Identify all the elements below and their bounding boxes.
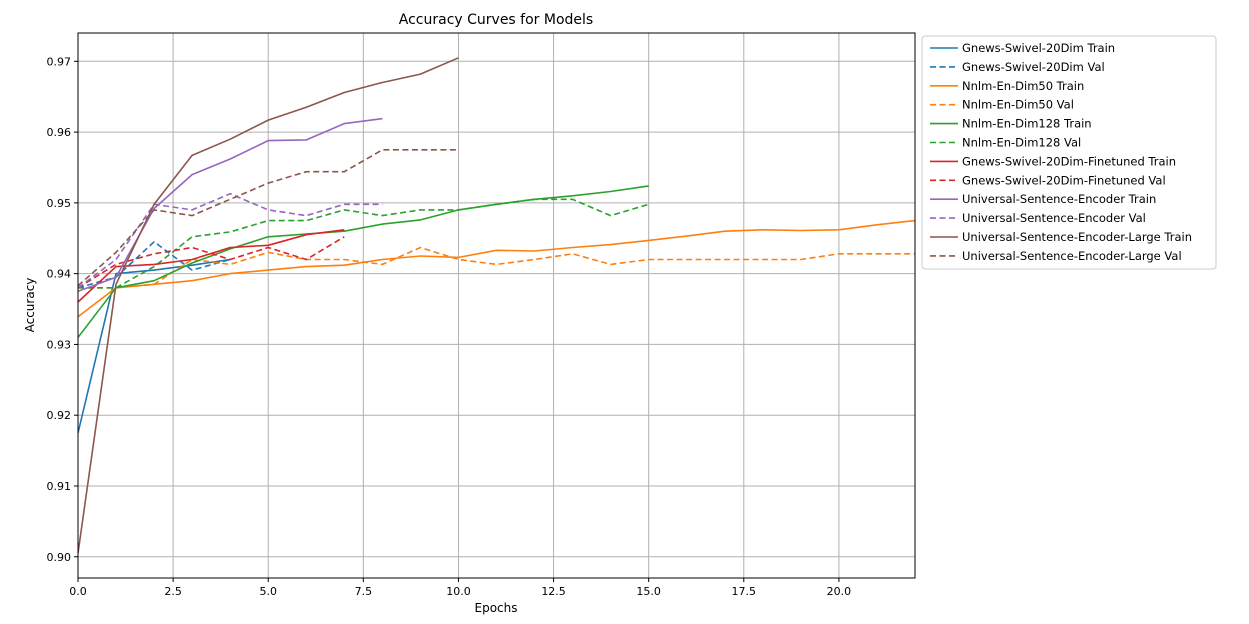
chart-title: Accuracy Curves for Models	[399, 12, 593, 28]
x-tick-label: 12.5	[541, 585, 566, 598]
legend-frame	[921, 35, 1217, 270]
y-tick-label: 0.92	[47, 409, 72, 422]
legend-label: Gnews-Swivel-20Dim-Finetuned Train	[962, 154, 1176, 168]
series-line-universal-sentence-encoder-train	[78, 117, 383, 293]
x-tick-label: 15.0	[636, 585, 661, 598]
y-axis-label: Accuracy	[23, 278, 37, 333]
y-tick-label: 0.96	[47, 126, 72, 139]
legend-label: Universal-Sentence-Encoder Train	[962, 192, 1156, 206]
legend: Gnews-Swivel-20Dim Train Gnews-Swivel-20D…	[921, 35, 1217, 270]
series-line-gnews-swivel-20dim-train	[78, 258, 231, 434]
x-tick-label: 10.0	[446, 585, 471, 598]
legend-label: Gnews-Swivel-20Dim-Finetuned Val	[962, 173, 1166, 187]
legend-label: Universal-Sentence-Encoder-Large Val	[962, 249, 1182, 263]
y-axis-ticks: 0.90 0.91 0.92 0.93 0.94 0.95 0.96 0.97	[47, 55, 78, 564]
legend-label: Universal-Sentence-Encoder Val	[962, 211, 1146, 225]
legend-label: Gnews-Swivel-20Dim Train	[962, 41, 1115, 55]
legend-label: Universal-Sentence-Encoder-Large Train	[962, 230, 1192, 244]
x-tick-label: 7.5	[355, 585, 373, 598]
series-line-nnlm-en-dim50-val	[78, 246, 915, 289]
legend-label: Nnlm-En-Dim128 Train	[962, 117, 1092, 131]
legend-label: Gnews-Swivel-20Dim Val	[962, 60, 1105, 74]
x-axis-ticks: 0.0 2.5 5.0 7.5 10.0 12.5 15.0 17.5 20.0	[69, 578, 851, 598]
series-line-universal-sentence-encoder-large-train	[78, 57, 459, 554]
x-tick-label: 20.0	[827, 585, 852, 598]
legend-label: Nnlm-En-Dim50 Train	[962, 79, 1084, 93]
x-tick-label: 2.5	[164, 585, 182, 598]
y-tick-label: 0.91	[47, 480, 72, 493]
y-tick-label: 0.90	[47, 551, 72, 564]
x-tick-label: 5.0	[259, 585, 277, 598]
y-tick-label: 0.97	[47, 55, 72, 68]
y-tick-label: 0.95	[47, 197, 72, 210]
series-lines	[78, 57, 915, 554]
legend-label: Nnlm-En-Dim128 Val	[962, 136, 1081, 150]
series-line-gnews-swivel-20dim-finetuned-val	[78, 236, 345, 289]
grid	[77, 33, 915, 578]
legend-label: Nnlm-En-Dim50 Val	[962, 98, 1074, 112]
series-line-nnlm-en-dim128-val	[78, 198, 649, 289]
x-axis-label: Epochs	[475, 601, 518, 615]
y-tick-label: 0.93	[47, 338, 72, 351]
x-tick-label: 0.0	[69, 585, 87, 598]
series-line-nnlm-en-dim50-train	[78, 219, 915, 318]
x-tick-label: 17.5	[732, 585, 757, 598]
series-line-gnews-swivel-20dim-val	[78, 241, 231, 289]
plot-frame	[77, 32, 916, 579]
y-tick-label: 0.94	[47, 268, 72, 281]
series-line-universal-sentence-encoder-large-val	[78, 149, 459, 287]
series-line-gnews-swivel-20dim-finetuned-train	[78, 229, 345, 303]
series-line-nnlm-en-dim128-train	[78, 185, 649, 338]
series-line-universal-sentence-encoder-val	[78, 192, 383, 289]
